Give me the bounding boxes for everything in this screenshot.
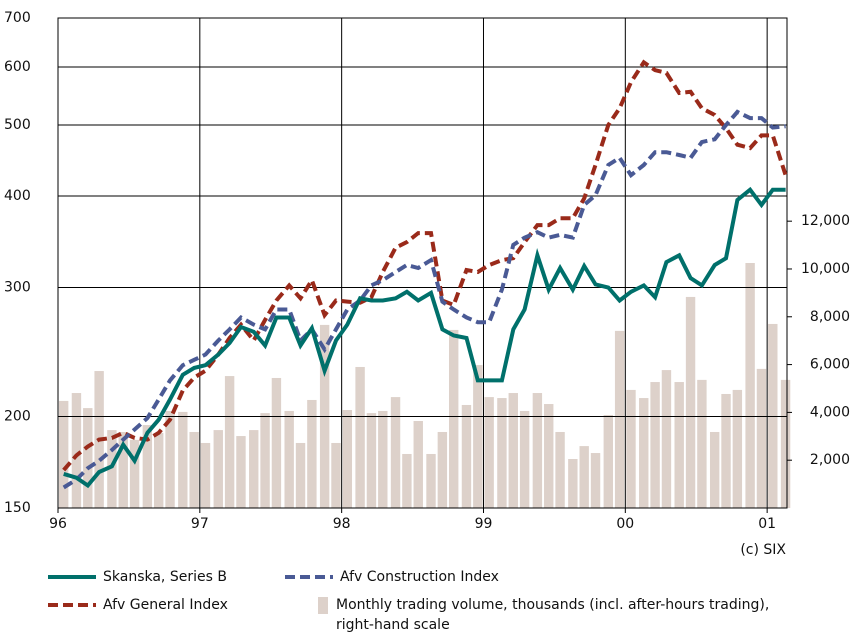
volume-bar [685,296,696,508]
volume-bar [366,413,377,508]
volume-bar [378,410,388,508]
y2-tick-label: 8,000 [810,309,850,325]
x-tick-label: 01 [758,516,776,532]
y-tick-label: 500 [4,117,31,133]
volume-bar [461,404,472,508]
volume-bar [449,329,459,508]
volume-bar [497,398,507,508]
volume-bar [484,397,494,508]
volume-bar [153,432,164,508]
y-tick-label: 300 [4,280,31,296]
volume-bar [674,382,684,508]
volume-bar [355,366,365,508]
volume-bar [165,410,175,508]
volume-bar [58,400,69,508]
x-tick-label: 97 [191,516,209,532]
volume-bar [118,431,128,508]
y-tick-label: 400 [4,188,31,204]
volume-bar [579,446,589,508]
volume-bar [271,377,282,508]
volume-bar [236,436,246,508]
x-tick-label: 96 [49,516,67,532]
y-tick-label: 600 [4,59,31,75]
volume-bar [745,263,755,508]
volume-bar [307,399,317,508]
series-line [62,109,786,490]
volume-bar [402,453,412,508]
volume-bar [213,430,223,508]
volume-bar [650,382,660,508]
volume-bar [473,365,483,508]
y-tick-label: 200 [4,408,31,424]
volume-bar [614,330,625,508]
volume-bar [284,410,294,508]
legend-swatch [318,597,328,614]
y2-tick-label: 10,000 [801,261,850,277]
x-tick-label: 99 [475,516,493,532]
source-note: (c) SIX [740,542,786,558]
volume-bar [532,393,543,508]
volume-bar [107,430,117,508]
plot-frame [57,17,788,509]
volume-bar [189,431,199,508]
volume-bar [568,459,578,508]
volume-bar [756,368,767,508]
volume-bar [249,430,259,508]
series-line [63,186,786,489]
volume-bar [178,411,188,508]
volume-bar [709,431,720,508]
volume-bar [200,442,211,508]
volume-bar [71,393,82,508]
volume-bar [780,379,791,508]
volume-bar [390,397,401,508]
volume-bar [342,410,353,508]
volume-bar [413,420,423,508]
volume-bar [519,410,530,508]
legend-label: Skanska, Series B [103,569,227,585]
volume-bar [544,404,554,508]
volume-bar [639,398,649,508]
volume-bar [331,442,341,508]
volume-bar [590,453,601,508]
x-tick-label: 98 [333,516,351,532]
y2-tick-label: 6,000 [810,357,850,373]
volume-bar [142,425,153,508]
x-tick-label: 00 [616,516,634,532]
volume-bar [426,453,436,508]
y2-tick-label: 2,000 [810,452,850,468]
volume-bar [555,431,565,508]
volume-bar [129,439,140,508]
y-tick-label: 150 [4,500,31,516]
volume-bar [732,389,743,508]
volume-bar [83,408,93,508]
volume-bar [661,370,672,508]
volume-bar [224,376,235,508]
volume-bar [437,431,448,508]
legend-label: Monthly trading volume, thousands (incl.… [336,597,770,633]
legend-label: Afv Construction Index [340,569,499,585]
y2-tick-label: 12,000 [801,213,850,229]
volume-bar [721,393,731,508]
volume-bar [260,413,270,508]
volume-bar [508,393,518,508]
volume-bar [626,389,636,508]
volume-bar [295,442,306,508]
legend-label: Afv General Index [103,597,228,613]
volume-bar [697,379,707,508]
volume-bar [768,323,778,508]
volume-bar [603,415,613,508]
y2-tick-label: 4,000 [810,404,850,420]
y-tick-label: 700 [4,10,31,26]
